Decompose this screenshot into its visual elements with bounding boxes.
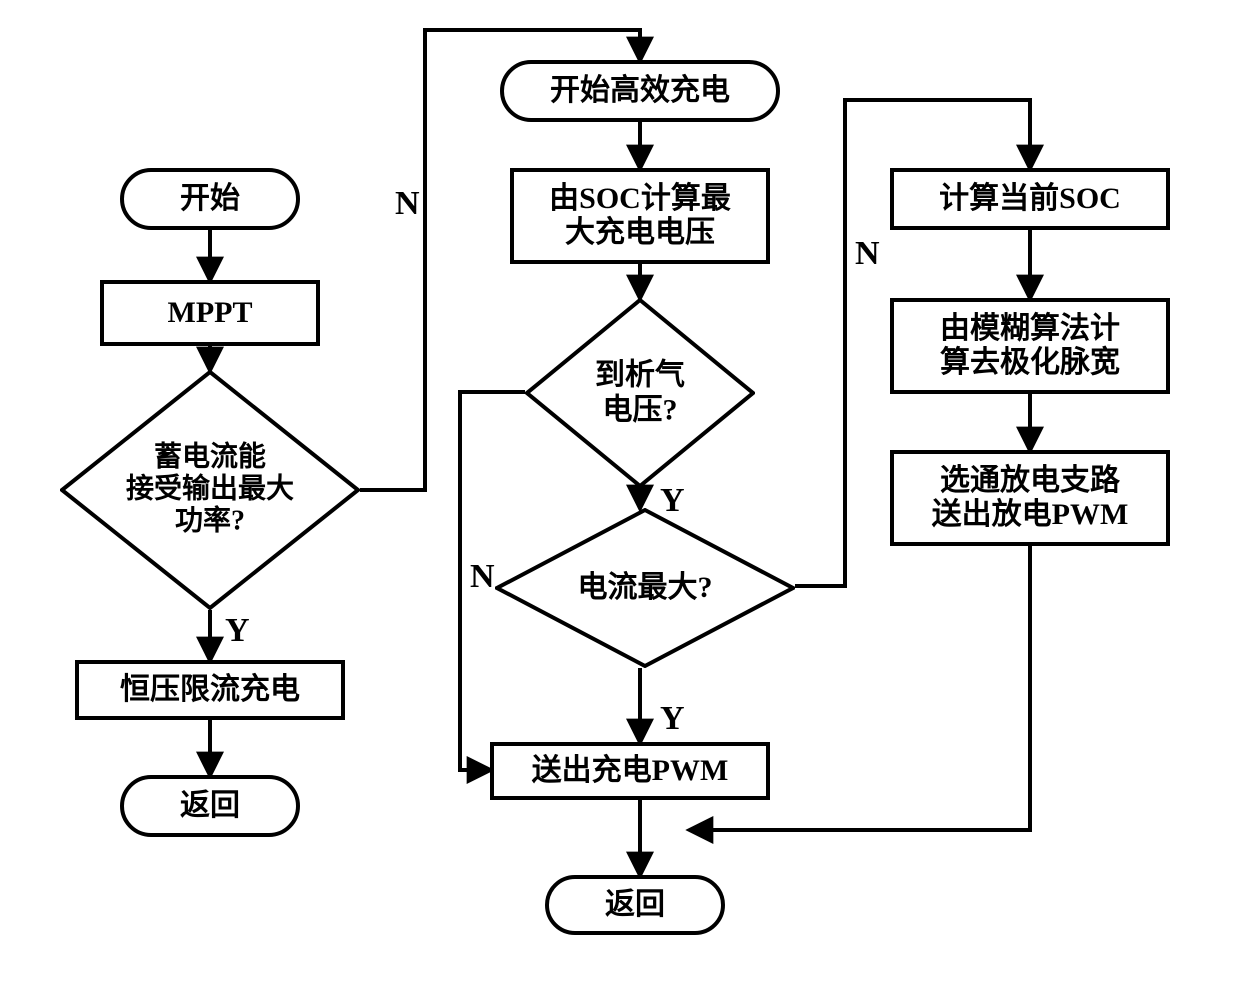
label: 送出充电PWM: [532, 754, 729, 789]
label: 开始高效充电: [550, 74, 730, 109]
process-cv-charge: 恒压限流充电: [75, 660, 345, 720]
decision-gassing-voltage: 到析气 电压?: [525, 298, 755, 488]
process-calc-current-soc: 计算当前SOC: [890, 168, 1170, 230]
process-fuzzy-depolarize: 由模糊算法计 算去极化脉宽: [890, 298, 1170, 394]
label: 电流最大?: [535, 571, 755, 606]
process-send-charge-pwm: 送出充电PWM: [490, 742, 770, 800]
edge-label: N: [470, 558, 495, 596]
process-select-discharge-pwm: 选通放电支路 送出放电PWM: [890, 450, 1170, 546]
edge-label: Y: [660, 482, 685, 520]
terminal-start-left: 开始: [120, 168, 300, 230]
label: 由模糊算法计 算去极化脉宽: [940, 312, 1120, 381]
label: MPPT: [168, 296, 253, 331]
process-soc-max-voltage: 由SOC计算最 大充电电压: [510, 168, 770, 264]
terminal-return-mid: 返回: [545, 875, 725, 935]
label: 蓄电流能 接受输出最大 功率?: [90, 442, 330, 539]
label: 恒压限流充电: [120, 673, 300, 708]
label: 选通放电支路 送出放电PWM: [932, 464, 1129, 533]
terminal-start-efficient-charge: 开始高效充电: [500, 60, 780, 122]
label: 返回: [180, 789, 240, 824]
label: 由SOC计算最 大充电电压: [549, 182, 731, 251]
decision-max-current: 电流最大?: [495, 508, 795, 668]
edge-label: Y: [225, 612, 250, 650]
decision-accept-max-power: 蓄电流能 接受输出最大 功率?: [60, 370, 360, 610]
edge-label: Y: [660, 700, 685, 738]
edge-label: N: [855, 235, 880, 273]
label: 计算当前SOC: [939, 182, 1121, 217]
label: 到析气 电压?: [550, 359, 730, 428]
edge-label: N: [395, 185, 420, 223]
process-mppt: MPPT: [100, 280, 320, 346]
label: 返回: [605, 888, 665, 923]
terminal-return-left: 返回: [120, 775, 300, 837]
label: 开始: [180, 182, 240, 217]
